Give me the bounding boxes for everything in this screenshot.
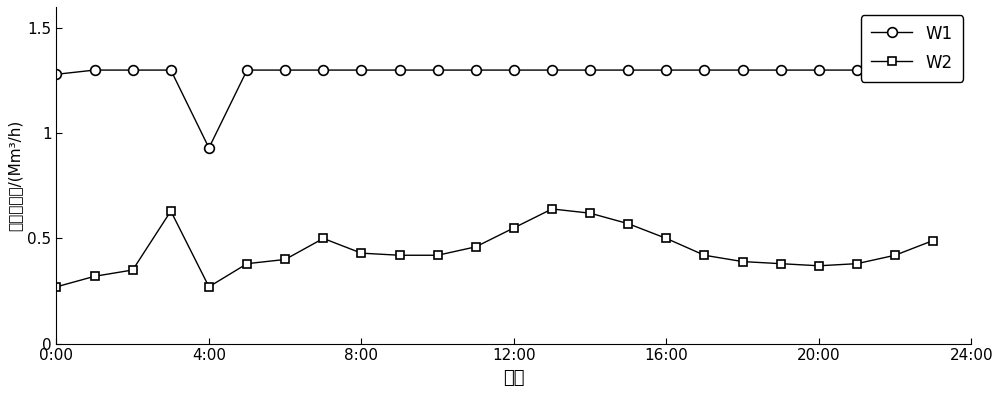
- W2: [394, 253, 406, 258]
- W1: [851, 68, 863, 72]
- Legend: W1, W2: W1, W2: [861, 15, 963, 82]
- W1: [584, 68, 596, 72]
- W2: [889, 253, 901, 258]
- W2: [813, 264, 825, 268]
- W2: [660, 236, 672, 241]
- Line: W2: W2: [52, 205, 937, 291]
- W1: [889, 68, 901, 72]
- W2: [698, 253, 710, 258]
- W1: [660, 68, 672, 72]
- W1: [813, 68, 825, 72]
- W1: [927, 68, 939, 72]
- W1: [698, 68, 710, 72]
- W1: [470, 68, 482, 72]
- W2: [851, 261, 863, 266]
- W1: [737, 68, 749, 72]
- W2: [927, 238, 939, 243]
- W1: [165, 68, 177, 72]
- W2: [546, 206, 558, 211]
- W2: [203, 284, 215, 289]
- W2: [775, 261, 787, 266]
- W1: [432, 68, 444, 72]
- Y-axis label: 气源产气量/(Mm³/h): 气源产气量/(Mm³/h): [7, 120, 22, 231]
- W2: [165, 209, 177, 214]
- W2: [355, 251, 367, 256]
- W1: [546, 68, 558, 72]
- W2: [127, 268, 139, 272]
- W1: [89, 68, 101, 72]
- W1: [622, 68, 634, 72]
- W2: [317, 236, 329, 241]
- W1: [241, 68, 253, 72]
- W2: [584, 211, 596, 216]
- Line: W1: W1: [52, 65, 938, 153]
- W2: [737, 259, 749, 264]
- W2: [508, 225, 520, 230]
- W1: [50, 72, 62, 77]
- X-axis label: 时刻: 时刻: [503, 369, 525, 387]
- W2: [622, 221, 634, 226]
- W1: [355, 68, 367, 72]
- W2: [50, 284, 62, 289]
- W2: [89, 274, 101, 279]
- W1: [317, 68, 329, 72]
- W2: [241, 261, 253, 266]
- W2: [432, 253, 444, 258]
- W2: [470, 244, 482, 249]
- W1: [775, 68, 787, 72]
- W1: [394, 68, 406, 72]
- W1: [127, 68, 139, 72]
- W1: [508, 68, 520, 72]
- W1: [279, 68, 291, 72]
- W2: [279, 257, 291, 262]
- W1: [203, 145, 215, 150]
